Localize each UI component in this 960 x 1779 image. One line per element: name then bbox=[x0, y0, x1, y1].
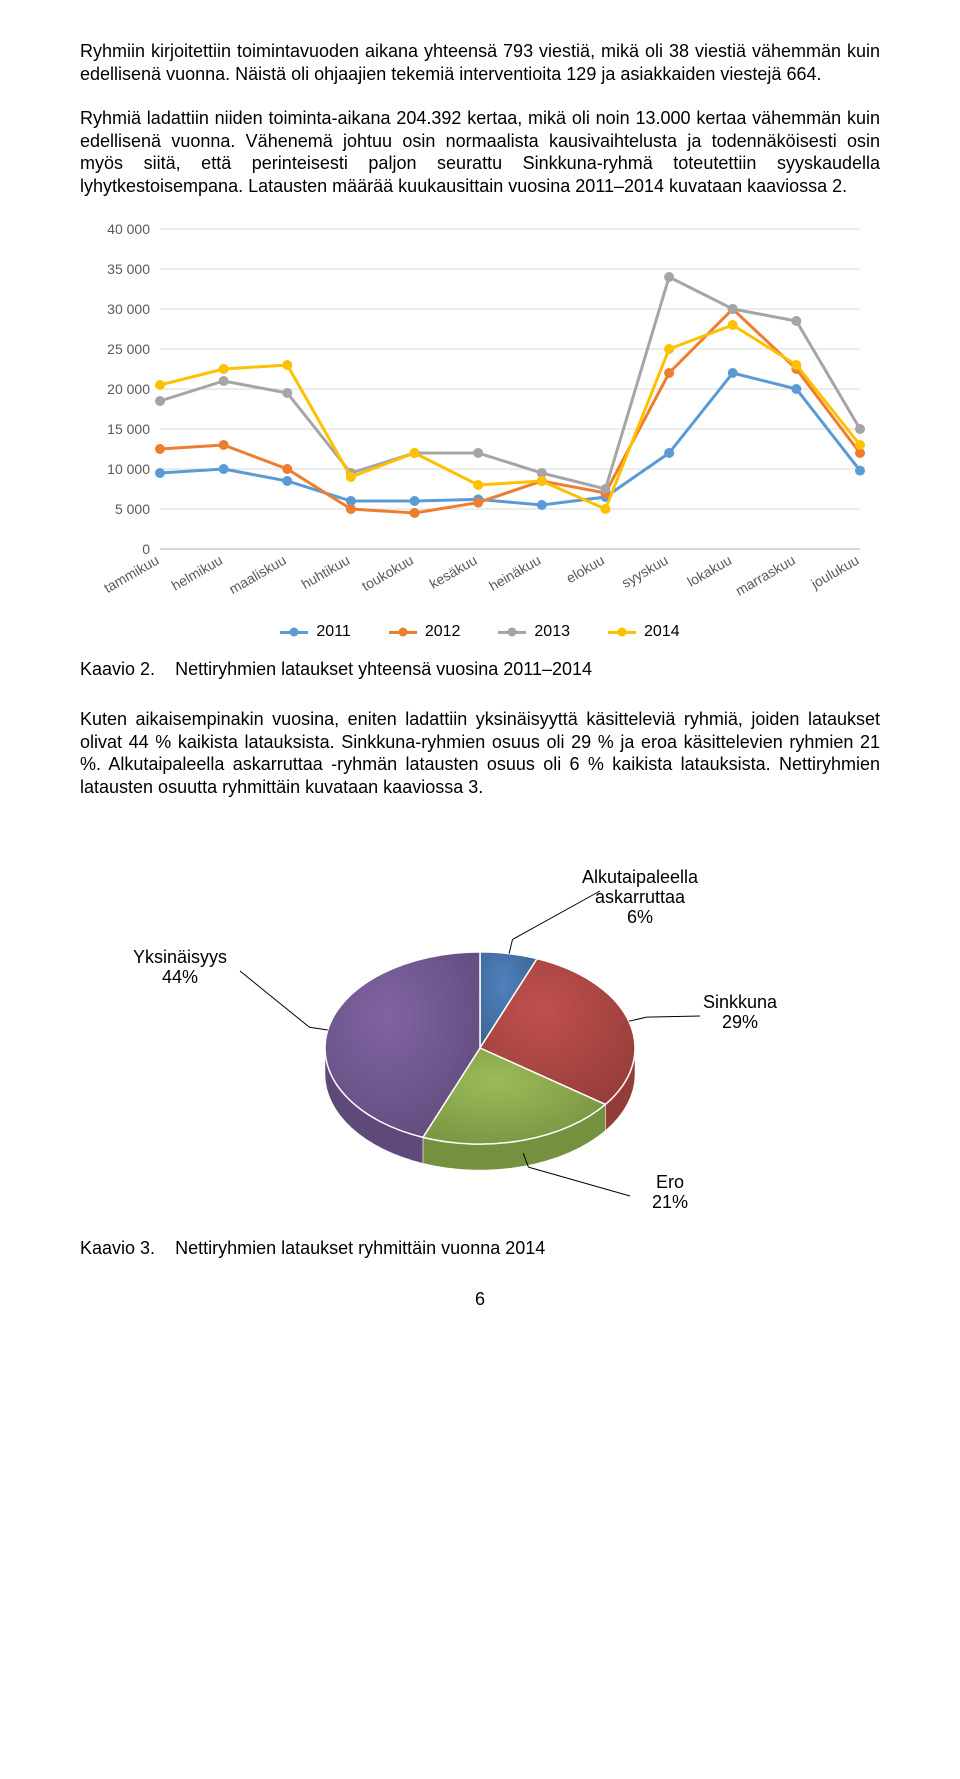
svg-text:Ero: Ero bbox=[656, 1172, 684, 1192]
legend-swatch bbox=[608, 631, 636, 634]
pie-chart: Alkutaipaleellaaskarruttaa6% Sinkkuna29% E… bbox=[80, 848, 880, 1228]
svg-text:10 000: 10 000 bbox=[107, 461, 150, 477]
line-chart-legend: 2011 2012 2013 2014 bbox=[80, 623, 880, 641]
paragraph-3: Kuten aikaisempinakin vuosina, eniten la… bbox=[80, 708, 880, 798]
caption-2-label: Kaavio 2. bbox=[80, 659, 155, 679]
svg-text:syyskuu: syyskuu bbox=[619, 552, 671, 591]
svg-text:heinäkuu: heinäkuu bbox=[486, 552, 543, 594]
legend-swatch bbox=[280, 631, 308, 634]
svg-text:marraskuu: marraskuu bbox=[733, 552, 798, 599]
svg-text:elokuu: elokuu bbox=[563, 552, 607, 586]
legend-item-2011: 2011 bbox=[280, 623, 350, 641]
legend-label: 2013 bbox=[534, 623, 570, 641]
svg-text:toukokuu: toukokuu bbox=[359, 552, 416, 594]
svg-text:30 000: 30 000 bbox=[107, 301, 150, 317]
svg-text:35 000: 35 000 bbox=[107, 261, 150, 277]
paragraph-2: Ryhmiä ladattiin niiden toiminta-aikana … bbox=[80, 107, 880, 197]
legend-item-2013: 2013 bbox=[498, 623, 570, 641]
line-chart-container: 05 00010 00015 00020 00025 00030 00035 0… bbox=[80, 219, 880, 641]
caption-kaavio-3: Kaavio 3. Nettiryhmien lataukset ryhmitt… bbox=[80, 1238, 880, 1259]
svg-text:helmikuu: helmikuu bbox=[169, 552, 226, 594]
caption-kaavio-2: Kaavio 2. Nettiryhmien lataukset yhteens… bbox=[80, 659, 880, 680]
svg-text:Sinkkuna: Sinkkuna bbox=[703, 992, 778, 1012]
svg-text:askarruttaa: askarruttaa bbox=[595, 887, 686, 907]
pie-chart-container: Alkutaipaleellaaskarruttaa6% Sinkkuna29% E… bbox=[80, 848, 880, 1228]
legend-swatch bbox=[389, 631, 417, 634]
svg-text:15 000: 15 000 bbox=[107, 421, 150, 437]
line-chart: 05 00010 00015 00020 00025 00030 00035 0… bbox=[80, 219, 880, 619]
legend-label: 2014 bbox=[644, 623, 680, 641]
legend-swatch bbox=[498, 631, 526, 634]
caption-3-text: Nettiryhmien lataukset ryhmittäin vuonna… bbox=[175, 1238, 545, 1258]
svg-text:44%: 44% bbox=[162, 967, 198, 987]
svg-text:6%: 6% bbox=[627, 907, 653, 927]
svg-text:40 000: 40 000 bbox=[107, 221, 150, 237]
caption-2-text: Nettiryhmien lataukset yhteensä vuosina … bbox=[175, 659, 592, 679]
svg-text:maaliskuu: maaliskuu bbox=[226, 552, 289, 597]
legend-item-2014: 2014 bbox=[608, 623, 680, 641]
legend-label: 2012 bbox=[425, 623, 461, 641]
svg-text:25 000: 25 000 bbox=[107, 341, 150, 357]
page-number: 6 bbox=[80, 1289, 880, 1310]
svg-text:21%: 21% bbox=[652, 1192, 688, 1212]
paragraph-1: Ryhmiin kirjoitettiin toimintavuoden aik… bbox=[80, 40, 880, 85]
caption-3-label: Kaavio 3. bbox=[80, 1238, 155, 1258]
svg-text:kesäkuu: kesäkuu bbox=[427, 552, 480, 592]
svg-text:20 000: 20 000 bbox=[107, 381, 150, 397]
svg-text:5 000: 5 000 bbox=[115, 501, 150, 517]
svg-text:huhtikuu: huhtikuu bbox=[299, 552, 353, 592]
svg-text:29%: 29% bbox=[722, 1012, 758, 1032]
svg-text:lokakuu: lokakuu bbox=[684, 552, 734, 590]
svg-text:joulukuu: joulukuu bbox=[807, 552, 861, 592]
legend-item-2012: 2012 bbox=[389, 623, 461, 641]
svg-text:tammikuu: tammikuu bbox=[101, 552, 162, 596]
legend-label: 2011 bbox=[316, 623, 350, 641]
svg-text:Yksinäisyys: Yksinäisyys bbox=[133, 947, 227, 967]
svg-text:Alkutaipaleella: Alkutaipaleella bbox=[582, 867, 699, 887]
